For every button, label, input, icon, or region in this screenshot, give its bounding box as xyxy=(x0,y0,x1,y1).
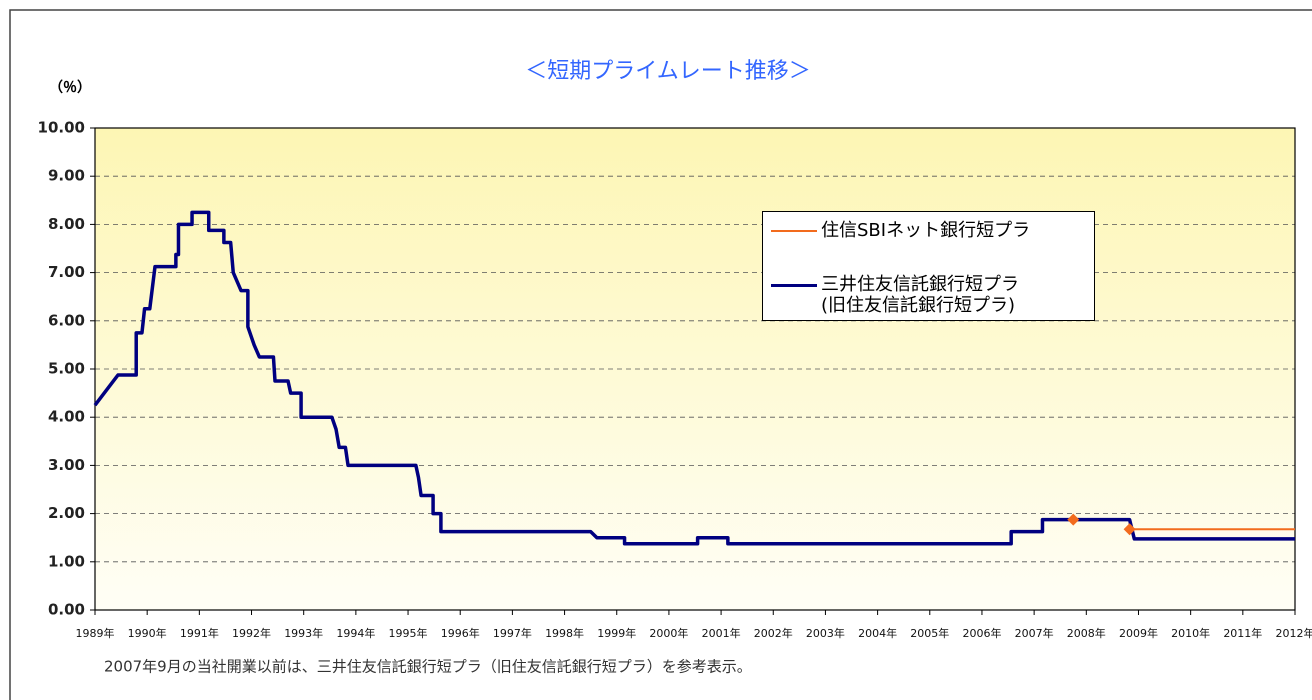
x-tick-label: 2006年 xyxy=(962,626,1001,640)
x-tick-label: 1996年 xyxy=(441,626,480,640)
x-tick-label: 1992年 xyxy=(232,626,271,640)
x-tick-label: 2000年 xyxy=(649,626,688,640)
note: 2007年9月の当社開業以前は、三井住友信託銀行短プラ（旧住友信託銀行短プラ）を… xyxy=(104,658,752,676)
legend-entry: 住信SBIネット銀行短プラ xyxy=(771,220,1030,241)
line xyxy=(93,210,1295,546)
y-tick-label: 1.00 xyxy=(48,552,85,570)
x-tick-label: 1989年 xyxy=(76,626,115,640)
x-tick-label: 2003年 xyxy=(806,626,845,640)
y-tick-label: 10.00 xyxy=(38,119,85,137)
y-tick-label: 6.00 xyxy=(48,311,85,329)
legend-label: 三井住友信託銀行短プラ (旧住友信託銀行短プラ) xyxy=(821,274,1019,316)
marker xyxy=(1067,513,1080,526)
chart-title: ＜短期プライムレート推移＞ xyxy=(525,59,811,84)
legend-label: 住信SBIネット銀行短プラ xyxy=(821,220,1031,241)
y-tick-label: 2.00 xyxy=(48,504,85,522)
y-tick-label: 4.00 xyxy=(48,408,85,426)
y-tick-label: 5.00 xyxy=(48,360,85,378)
x-tick-label: 2005年 xyxy=(910,626,949,640)
legend-entry: 三井住友信託銀行短プラ (旧住友信託銀行短プラ) xyxy=(771,274,1019,316)
x-tick-label: 2008年 xyxy=(1067,626,1106,640)
frame xyxy=(9,9,1312,700)
x-tick-label: 2010年 xyxy=(1171,626,1210,640)
x-tick-label: 2002年 xyxy=(754,626,793,640)
x-tick-label: 1999年 xyxy=(597,626,636,640)
y-tick-label: 0.00 xyxy=(48,601,85,619)
y-tick-label: 3.00 xyxy=(48,456,85,474)
x-tick-label: 2007年 xyxy=(1015,626,1054,640)
y-tick-label: 7.00 xyxy=(48,263,85,281)
marker xyxy=(1123,523,1136,536)
x-tick-label: 2004年 xyxy=(858,626,897,640)
y-tick-label: 9.00 xyxy=(48,167,85,185)
legend-swatch xyxy=(771,230,817,232)
x-tick-label: 2009年 xyxy=(1119,626,1158,640)
x-tick-label: 1997年 xyxy=(493,626,532,640)
x-tick-label: 2011年 xyxy=(1223,626,1262,640)
y-axis-label: （％） xyxy=(49,80,91,96)
x-tick-label: 1990年 xyxy=(128,626,167,640)
x-tick-label: 1991年 xyxy=(180,626,219,640)
x-tick-label: 2001年 xyxy=(702,626,741,640)
x-tick-label: 1993年 xyxy=(284,626,323,640)
x-tick-label: 1994年 xyxy=(336,626,375,640)
legend-swatch xyxy=(771,284,817,287)
x-tick-label: 2012年 xyxy=(1276,626,1312,640)
plot-border xyxy=(94,127,1296,611)
legend: 住信SBIネット銀行短プラ三井住友信託銀行短プラ (旧住友信託銀行短プラ) xyxy=(762,211,1095,321)
y-tick-label: 8.00 xyxy=(48,215,85,233)
x-tick-label: 1995年 xyxy=(389,626,428,640)
x-tick-label: 1998年 xyxy=(545,626,584,640)
